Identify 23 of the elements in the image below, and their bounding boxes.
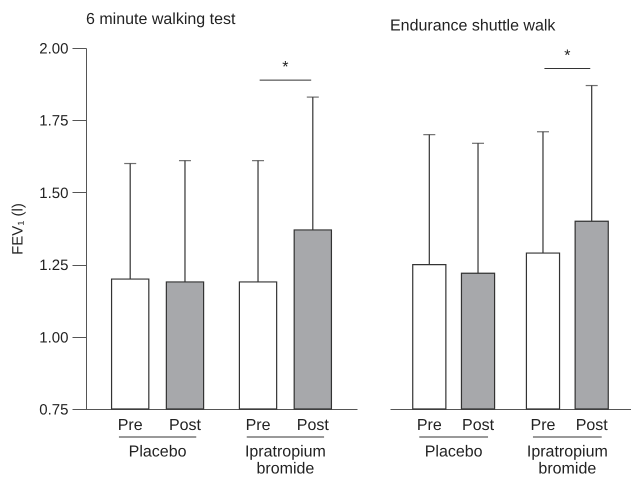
x-tick-label: Ipratropium bromide (244, 444, 326, 478)
text: Post (576, 417, 608, 434)
y-axis-title: FEV₁ (l) (9, 203, 26, 255)
x-tick-label: Placebo (128, 444, 187, 460)
x-tick-label: Ipratropium bromide (526, 444, 608, 478)
chart-title: Endurance shuttle walk (390, 18, 556, 35)
y-tick-label: 1.25 (39, 257, 68, 274)
text: Pre (530, 417, 556, 434)
text: Post (296, 417, 329, 434)
series-label: Pre (416, 417, 442, 434)
y-tick-label: 1.50 (39, 184, 68, 202)
series-label: Post (462, 417, 495, 434)
text: Pre (246, 417, 270, 434)
series-label: Pre (118, 417, 143, 434)
annotation: * (564, 48, 570, 65)
series-label: Post (168, 417, 202, 434)
y-tick-label: 1.00 (39, 329, 68, 346)
y-tick-label: 0.75 (39, 402, 68, 418)
y-tick-label: 1.75 (39, 112, 68, 130)
x-tick-label: Placebo (424, 444, 483, 460)
y-tick-label: 2.00 (39, 40, 68, 58)
annotation: * (282, 59, 289, 76)
chart-title: 6 minute walking test (86, 11, 236, 28)
